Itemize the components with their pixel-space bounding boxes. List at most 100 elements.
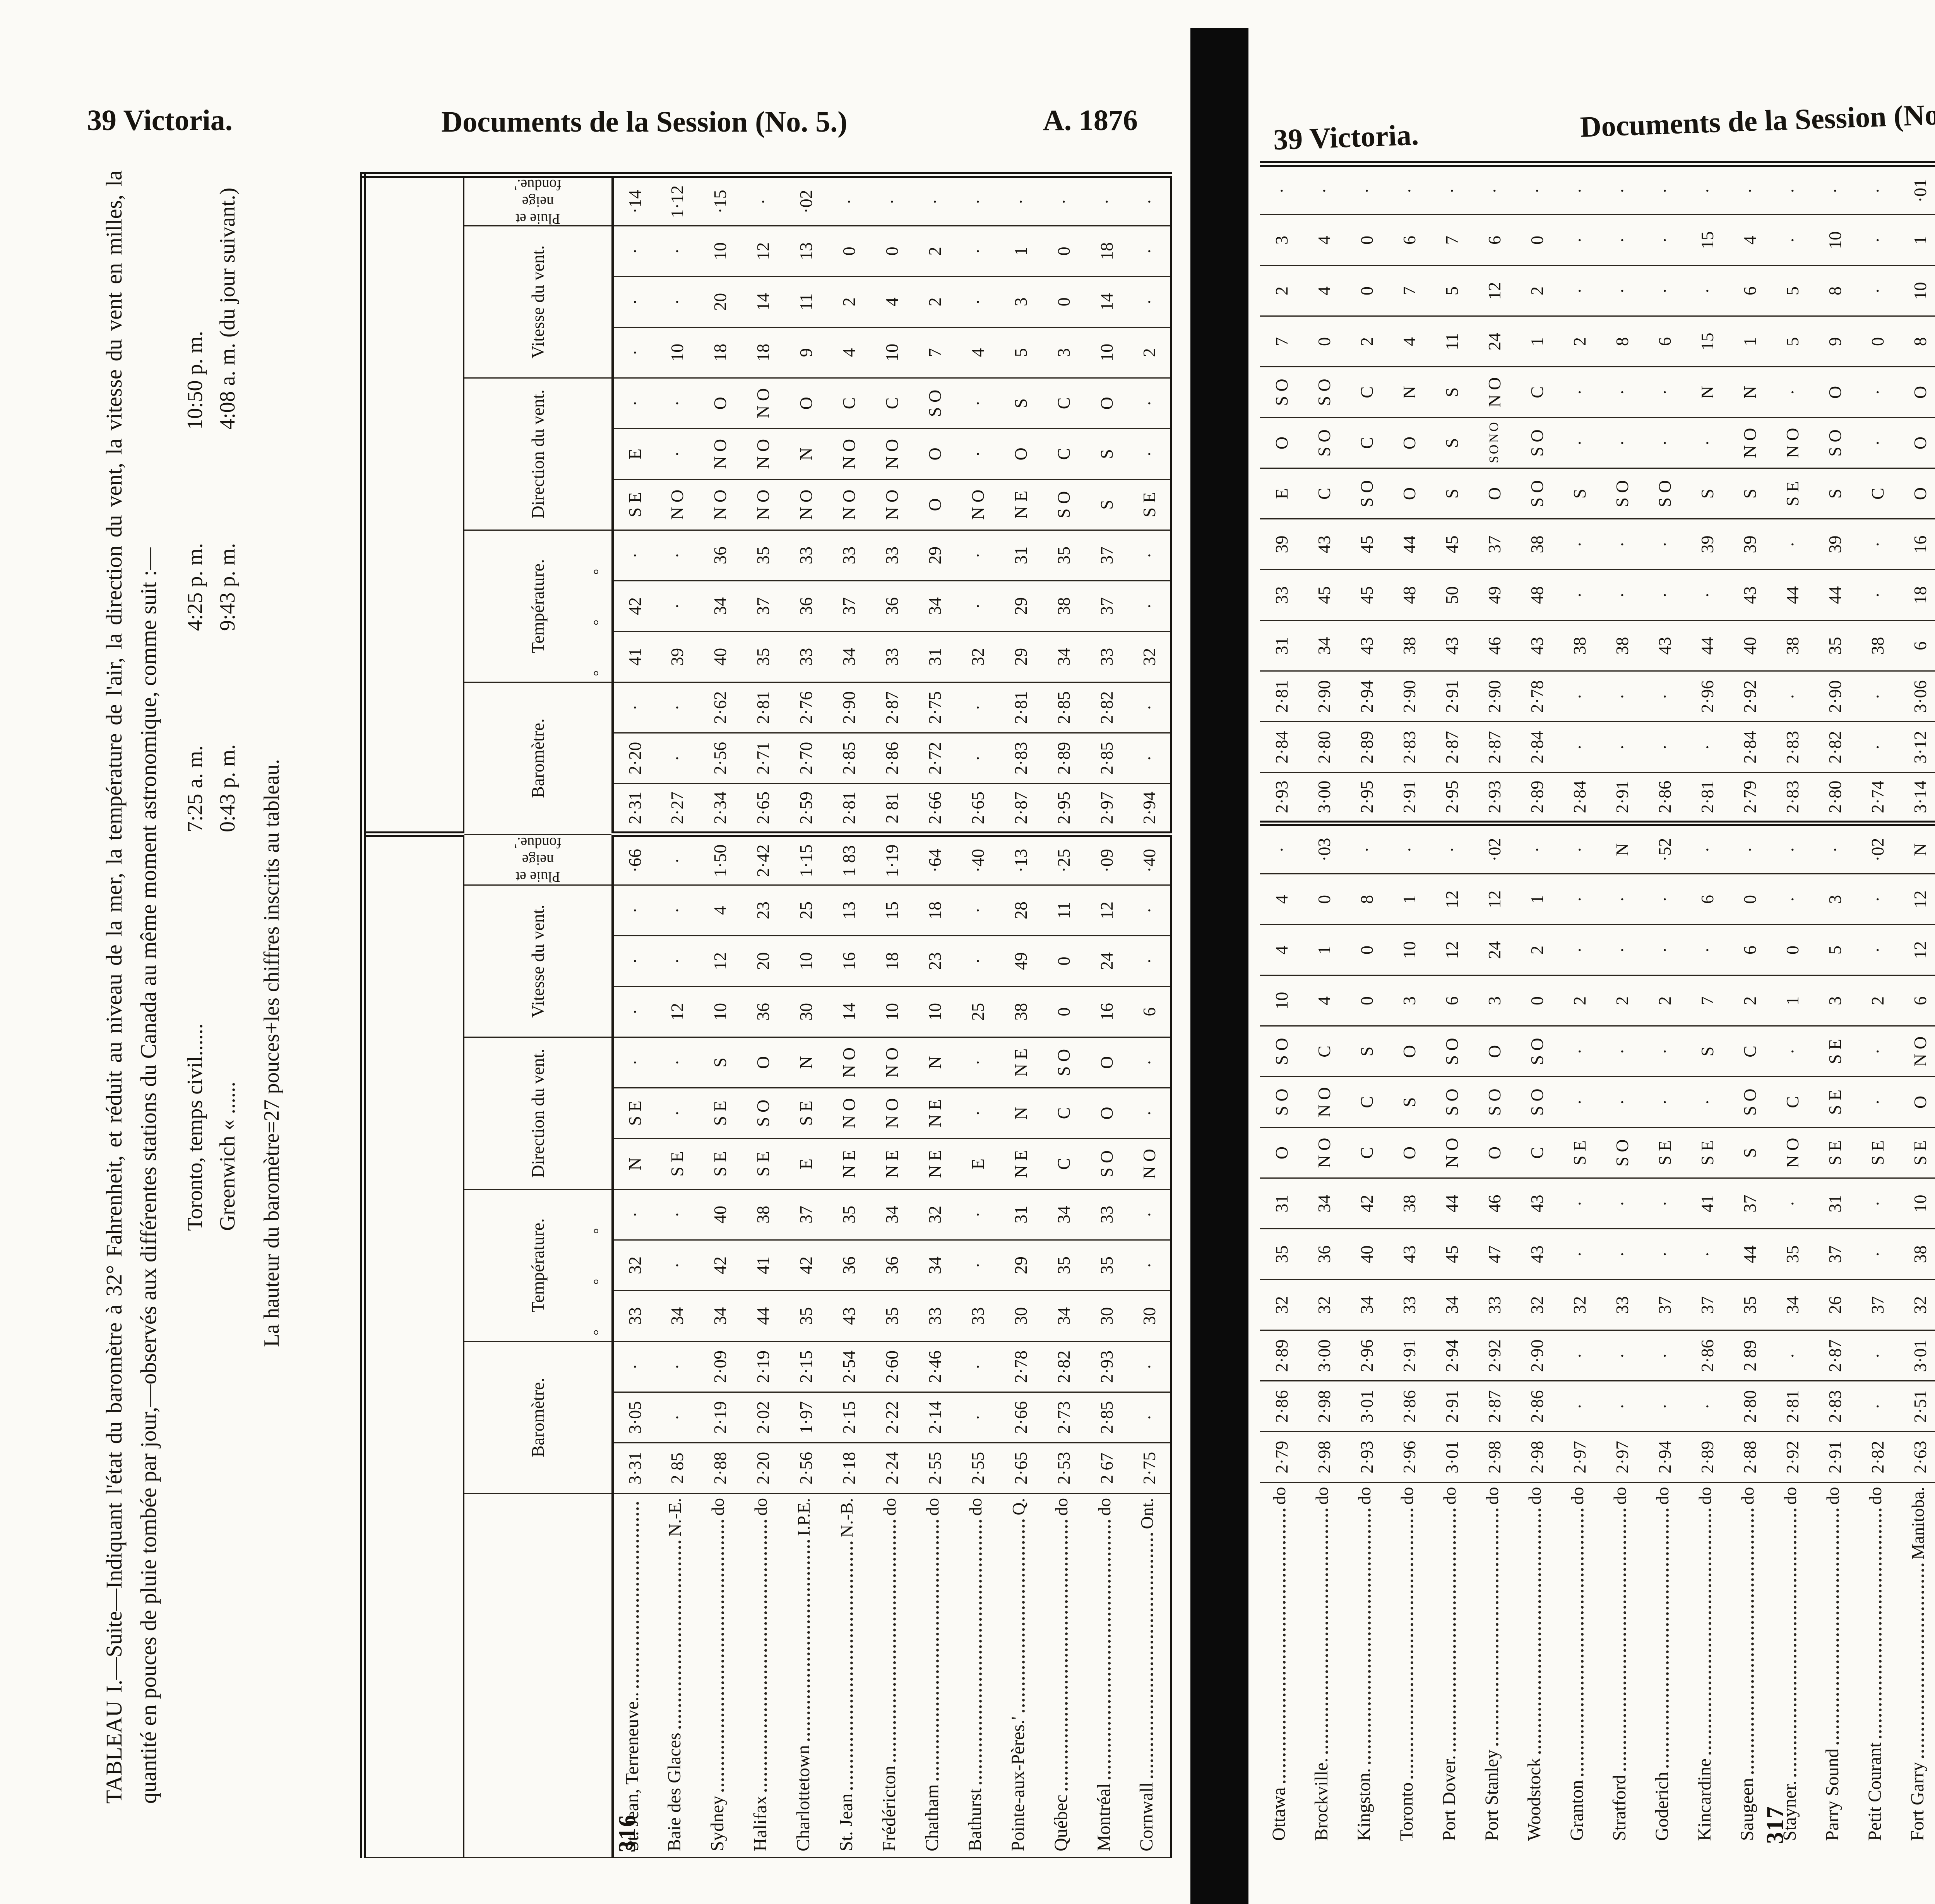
data-cell-b12-0: 2·79 — [1728, 773, 1771, 823]
data-cell-b12-1: 2·85 — [827, 733, 870, 784]
data-cell-v11-2: 12 — [1473, 874, 1515, 925]
data-cell-t12-2: 39 — [1813, 519, 1856, 570]
leader-dots — [1065, 1520, 1068, 1791]
data-cell-v11-2: 4 — [1260, 874, 1303, 925]
station-row-header: St. Jean N.-B. — [827, 1494, 870, 1858]
data-cell-v12-1: 0 — [1345, 266, 1388, 316]
data-cell-d11-1: N O — [870, 1088, 913, 1139]
data-cell-b12-0: 2·95 — [1430, 773, 1473, 823]
temperature-column-header: Température. ° ° ° — [464, 530, 613, 682]
data-cell-t12-2: 45 — [1345, 519, 1388, 570]
data-cell-t12-0: 31 — [913, 631, 956, 682]
data-cell-t11-1: 41 — [741, 1240, 784, 1291]
data-cell-t11-1: 34 — [913, 1240, 956, 1291]
data-cell-v12-2: 4 — [1728, 215, 1771, 266]
data-cell-p12-0: · — [1345, 164, 1388, 215]
data-cell-t11-0: 35 — [784, 1290, 827, 1342]
data-cell-t12-1: 49 — [1473, 570, 1515, 620]
data-cell-b11-0: 2·97 — [1558, 1432, 1601, 1482]
data-cell-d11-2: · — [1601, 1026, 1643, 1077]
data-cell-d11-2: C — [1728, 1026, 1771, 1077]
data-cell-v11-1: 5 — [1813, 925, 1856, 975]
data-cell-t11-0: 32 — [1899, 1280, 1935, 1330]
leader-dots — [636, 1502, 639, 1688]
data-cell-v12-0: 15 — [1686, 316, 1728, 367]
data-cell-b11-2: 2·92 — [1473, 1330, 1515, 1381]
data-cell-t12-0: 35 — [1813, 620, 1856, 671]
data-cell-b12-1: · — [1856, 722, 1899, 773]
wind-speed-column-header: Vitesse du vent. — [464, 226, 613, 378]
data-cell-b12-1: 2·84 — [1728, 722, 1771, 773]
right-page-doc-head: Documents de la Session (No 5, — [1579, 97, 1935, 144]
data-cell-d11-1: S E — [1813, 1077, 1856, 1128]
data-cell-v11-1: 12 — [1899, 925, 1935, 975]
station-row-header: Toronto do — [1388, 1482, 1430, 1846]
data-cell-b12-2: · — [1601, 671, 1643, 722]
data-cell-d12-0: N E — [999, 479, 1042, 530]
data-cell-p12-0: · — [913, 175, 956, 226]
data-cell-v12-2: · — [1601, 215, 1643, 266]
data-cell-d11-0: S E — [1899, 1128, 1935, 1178]
data-cell-b11-1: · — [956, 1392, 999, 1443]
data-cell-b11-2: 2·78 — [999, 1341, 1042, 1392]
data-cell-v11-0: 7 — [1686, 975, 1728, 1026]
data-cell-p12-0: · — [1771, 164, 1813, 215]
data-cell-b12-1: 2·70 — [784, 733, 827, 784]
data-cell-p11-0: ·64 — [913, 834, 956, 885]
data-cell-d11-2: O — [1085, 1037, 1128, 1088]
data-cell-d12-0: O — [1473, 468, 1515, 519]
leader-dots — [1623, 1508, 1626, 1771]
data-cell-t11-1: 42 — [699, 1240, 741, 1291]
data-cell-v11-1: · — [1558, 925, 1601, 975]
data-cell-b11-1: 2·81 — [1771, 1381, 1813, 1432]
data-cell-v12-1: 3 — [999, 276, 1042, 327]
data-cell-p11-0: · — [1430, 823, 1473, 874]
data-cell-v12-2: 10 — [699, 226, 741, 277]
station-row-header: Kincardine do — [1686, 1482, 1728, 1846]
data-cell-d11-1: N O — [827, 1088, 870, 1139]
data-cell-t12-2: · — [1558, 519, 1601, 570]
data-cell-d12-0: S — [1686, 468, 1728, 519]
data-cell-p11-0: · — [1345, 823, 1388, 874]
data-cell-v11-2: 12 — [1430, 874, 1473, 925]
data-cell-d11-0: N O — [1430, 1128, 1473, 1178]
data-cell-b11-0: 2·65 — [999, 1443, 1042, 1494]
data-cell-d11-2: S O — [1430, 1026, 1473, 1077]
stations-header — [464, 1493, 613, 1858]
data-cell-p12-0: · — [1601, 164, 1643, 215]
data-cell-d12-2: · — [1558, 367, 1601, 418]
data-cell-t11-0: 34 — [699, 1290, 741, 1342]
leader-dots — [893, 1520, 896, 1762]
data-cell-t11-2: 34 — [1303, 1178, 1345, 1229]
data-cell-b11-0: 2 85 — [656, 1443, 699, 1494]
data-cell-b12-0: 2·81 — [827, 783, 870, 835]
station-data-row: Montréal do 2 67 2·85 2·93 30 35 33 S O O O 16 24 12 ·… — [1085, 175, 1128, 1857]
greenwich-time-2: 9:43 p. m. — [216, 543, 240, 631]
data-cell-t11-2: 31 — [999, 1189, 1042, 1240]
station-row-header: Sydney do — [699, 1494, 741, 1858]
data-cell-b12-1: · — [1686, 722, 1728, 773]
data-cell-t12-2: 44 — [1388, 519, 1430, 570]
data-cell-t12-0: 33 — [1085, 631, 1128, 682]
data-cell-b12-2: 2·81 — [741, 682, 784, 733]
station-row-header: Fort Garry Manitoba. — [1899, 1482, 1935, 1846]
station-name: Parry Sound — [1822, 1748, 1843, 1841]
data-cell-t12-1: 37 — [741, 581, 784, 632]
data-cell-v11-2: · — [956, 885, 999, 936]
data-cell-d11-1: N E — [913, 1088, 956, 1139]
data-cell-t12-0: 34 — [1303, 620, 1345, 671]
data-cell-d11-2: S — [1345, 1026, 1388, 1077]
data-cell-p12-0: 1·12 — [656, 175, 699, 226]
data-cell-d11-1: S — [1388, 1077, 1430, 1128]
data-cell-d12-2: O — [699, 378, 741, 429]
data-cell-b12-0: 2·94 — [1128, 783, 1171, 835]
station-row-header: Port Stanley do — [1473, 1482, 1515, 1846]
data-cell-t11-2: · — [1601, 1178, 1643, 1229]
data-cell-b12-1: 2·84 — [1260, 722, 1303, 773]
data-cell-t12-0: 43 — [1430, 620, 1473, 671]
data-cell-b11-0: 2·56 — [784, 1443, 827, 1494]
data-cell-t11-1: 43 — [1388, 1229, 1430, 1280]
left-page-doc-head: Documents de la Session (No. 5.) — [441, 106, 848, 138]
data-cell-d11-0: S E — [1643, 1128, 1686, 1178]
data-cell-v11-2: 0 — [1728, 874, 1771, 925]
